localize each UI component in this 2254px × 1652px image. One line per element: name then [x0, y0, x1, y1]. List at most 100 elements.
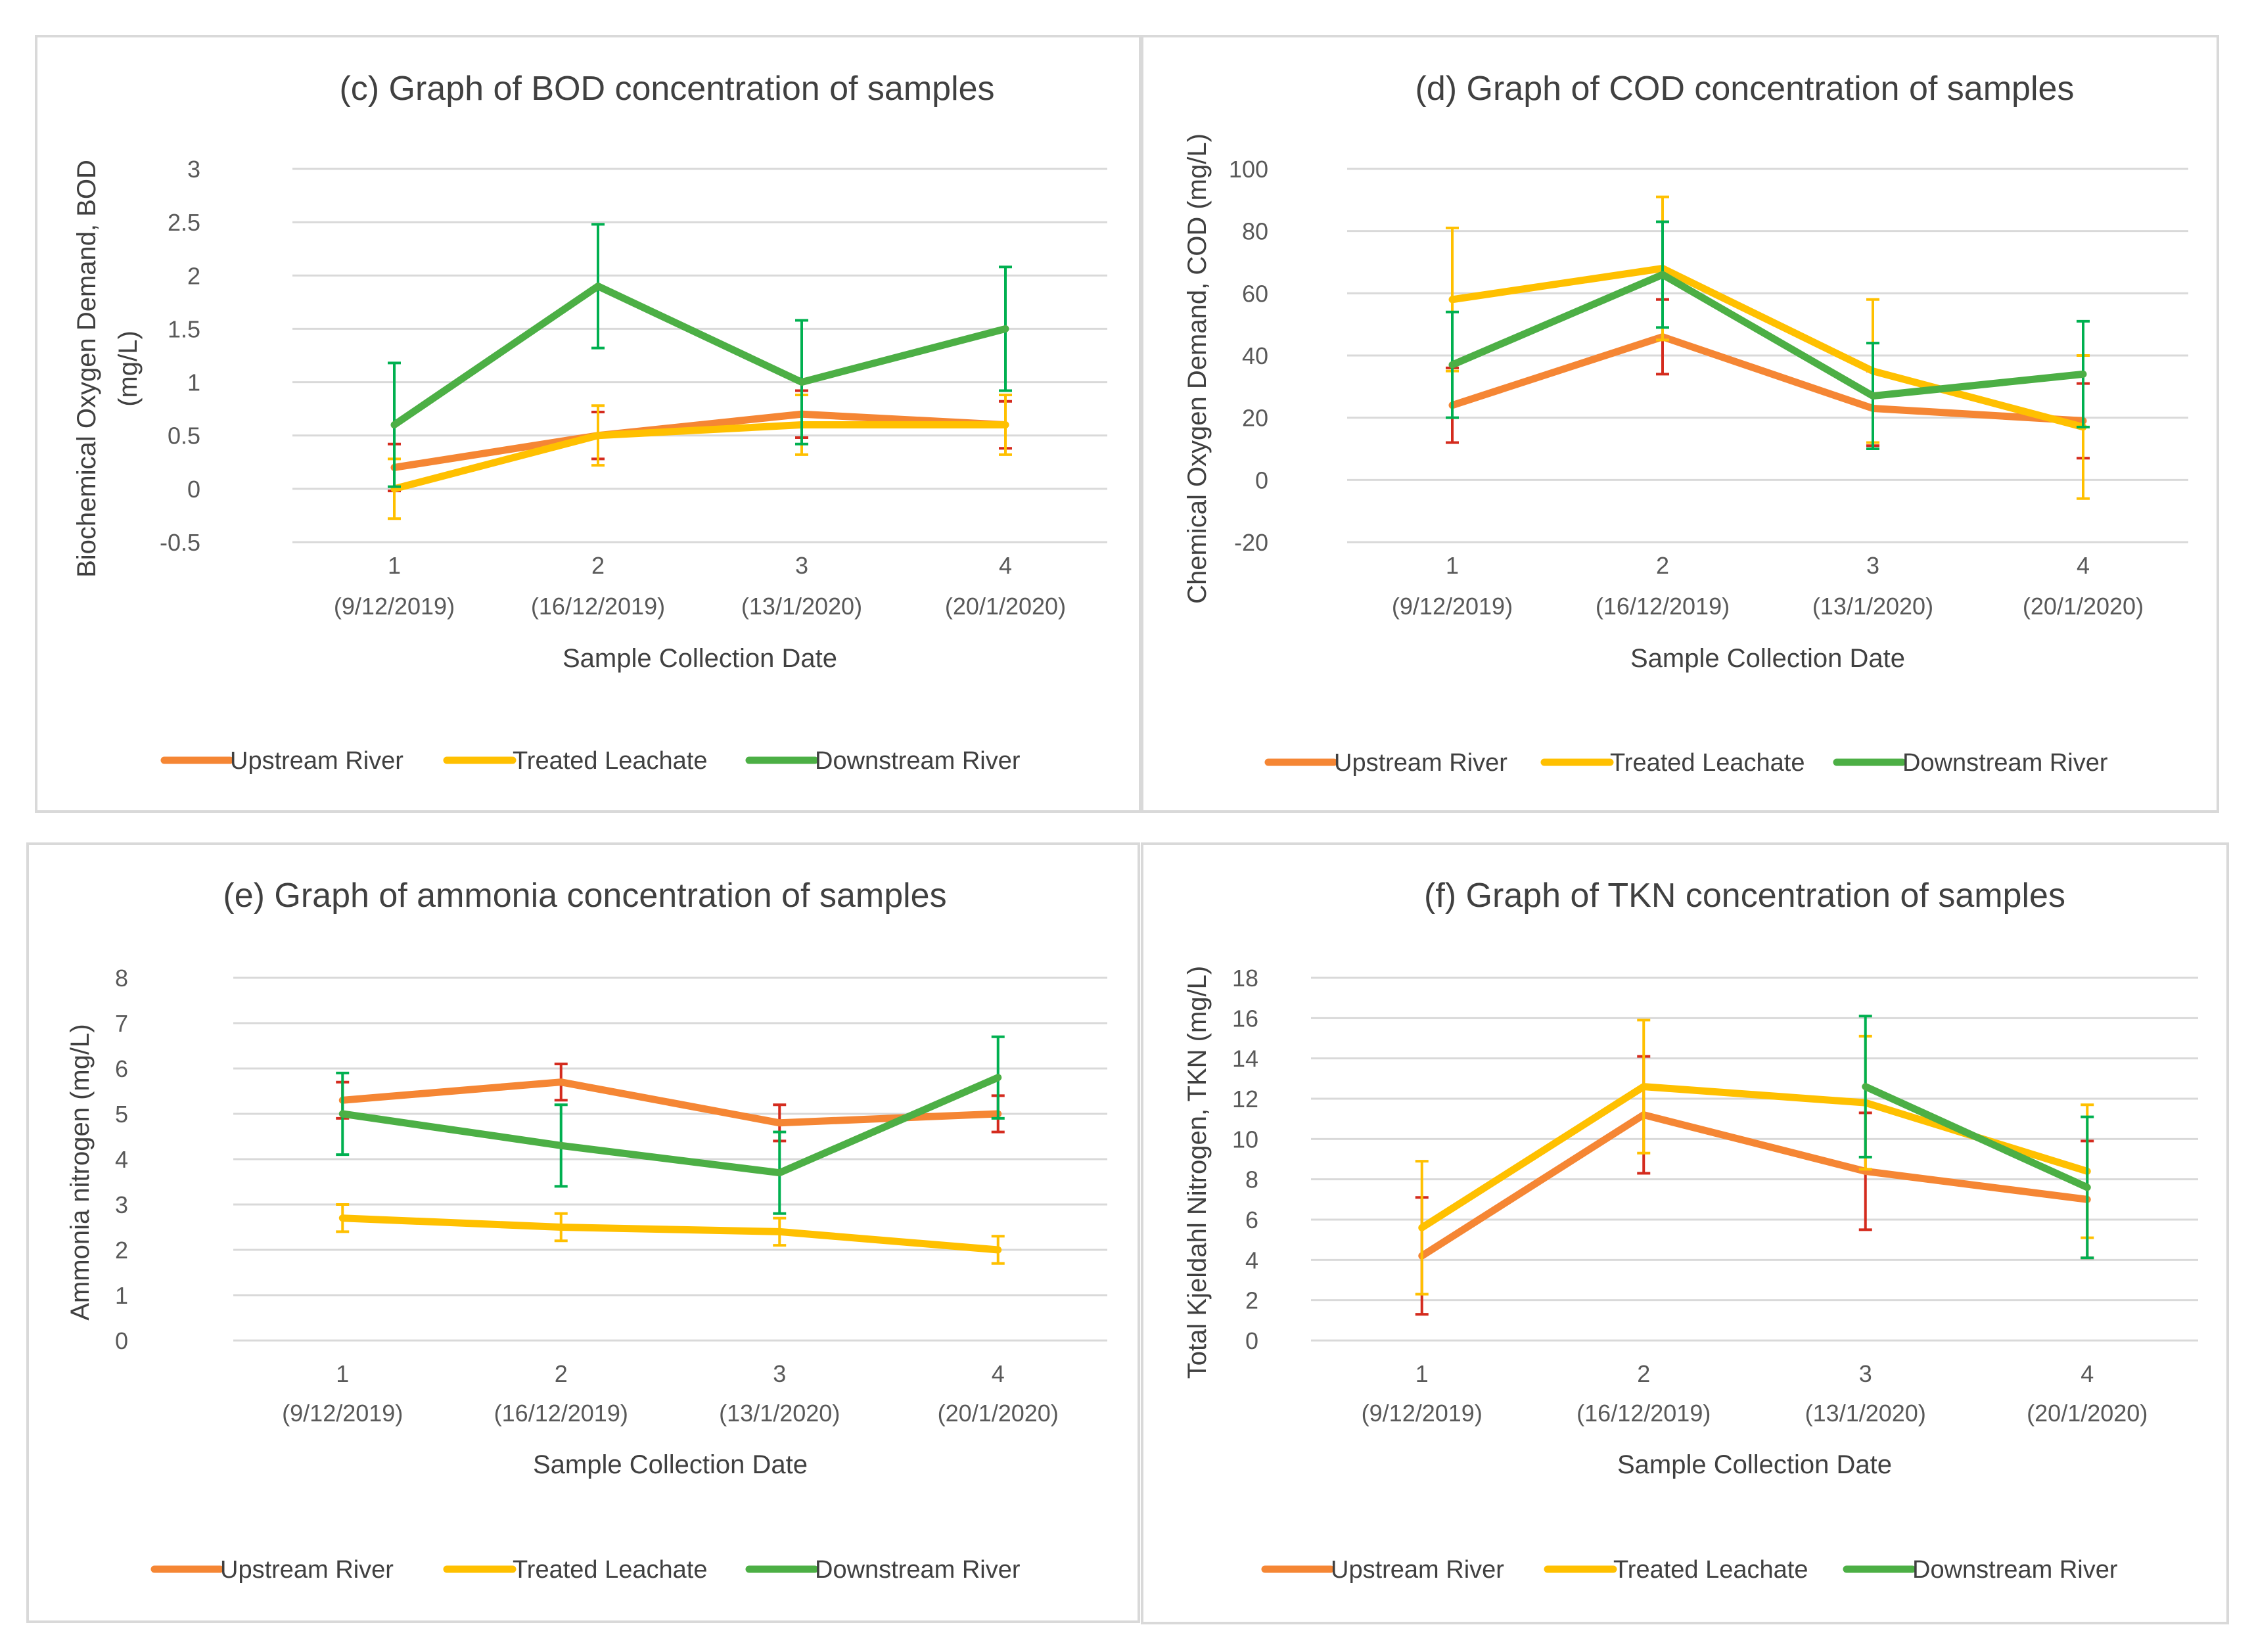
series-line [1448, 333, 2087, 424]
y-tick-label: 0.5 [168, 423, 200, 449]
series-downstream-river [1446, 220, 2090, 450]
series-line [1418, 1111, 2091, 1260]
legend-label: Upstream River [220, 1556, 394, 1584]
y-tick-label: 8 [115, 965, 128, 992]
x-axis-label: Sample Collection Date [1617, 1450, 1892, 1479]
x-tick-number: 4 [992, 1360, 1005, 1387]
y-tick-label: -20 [1234, 529, 1268, 556]
x-axis-label: Sample Collection Date [1630, 644, 1905, 673]
y-tick-label: 0 [115, 1327, 128, 1354]
x-tick-date: (16/12/2019) [494, 1400, 628, 1427]
y-tick-label: 100 [1229, 156, 1268, 183]
x-tick-date: (13/1/2020) [719, 1400, 840, 1427]
x-tick-number: 1 [1415, 1360, 1429, 1387]
y-tick-label: 4 [1245, 1247, 1258, 1273]
series-line [338, 1074, 1002, 1177]
panel-border [26, 842, 1140, 1623]
x-tick-date: (9/12/2019) [282, 1400, 403, 1427]
legend-label: Downstream River [1912, 1556, 2118, 1584]
y-tick-label: 3 [115, 1191, 128, 1218]
series-line [1862, 1083, 2091, 1191]
x-tick-number: 1 [388, 552, 401, 579]
series-downstream-river [388, 223, 1012, 488]
x-axis-label: Sample Collection Date [563, 644, 837, 673]
x-tick-number: 2 [1656, 552, 1669, 579]
y-tick-label: 2 [187, 262, 200, 289]
y-axis-label: (mg/L) [114, 331, 143, 407]
x-tick-date: (9/12/2019) [1362, 1400, 1483, 1427]
x-tick-date: (13/1/2020) [741, 593, 862, 620]
y-tick-label: 0 [187, 476, 200, 503]
panel-c: (c) Graph of BOD concentration of sample… [35, 35, 1141, 813]
series-line [338, 1078, 1002, 1127]
panel-f: (f) Graph of TKN concentration of sample… [1141, 842, 2229, 1624]
y-tick-label: 80 [1242, 218, 1268, 245]
legend-label: Treated Leachate [1610, 749, 1805, 777]
series-line [1448, 271, 2087, 400]
y-tick-label: 12 [1232, 1086, 1258, 1113]
y-axis-label: Total Kjeldahl Nitrogen, TKN (mg/L) [1183, 966, 1212, 1379]
x-tick-number: 3 [773, 1360, 786, 1387]
x-tick-number: 1 [336, 1360, 349, 1387]
series-treated-leachate [336, 1203, 1005, 1265]
x-tick-number: 4 [2081, 1360, 2094, 1387]
series-line [338, 1214, 1002, 1254]
legend-label: Treated Leachate [1613, 1556, 1808, 1584]
x-tick-number: 2 [1637, 1360, 1650, 1387]
legend-label: Downstream River [815, 1556, 1021, 1584]
legend-label: Treated Leachate [513, 747, 707, 775]
y-tick-label: 5 [115, 1101, 128, 1128]
y-tick-label: 0 [1245, 1327, 1258, 1354]
y-tick-label: 6 [1245, 1206, 1258, 1233]
legend-label: Upstream River [1331, 1556, 1504, 1584]
panel-d: (d) Graph of COD concentration of sample… [1141, 35, 2219, 813]
x-tick-date: (16/12/2019) [531, 593, 665, 620]
legend-label: Treated Leachate [513, 1556, 707, 1584]
y-tick-label: 0 [1255, 467, 1268, 493]
chart-title: (f) Graph of TKN concentration of sample… [1424, 877, 2065, 915]
x-tick-number: 3 [1866, 552, 1879, 579]
x-axis-label: Sample Collection Date [533, 1450, 808, 1479]
y-tick-label: 2.5 [168, 209, 200, 236]
y-axis-label: Chemical Oxygen Demand, COD (mg/L) [1183, 133, 1212, 604]
x-tick-number: 4 [999, 552, 1012, 579]
x-tick-number: 4 [2077, 552, 2090, 579]
y-tick-label: 10 [1232, 1126, 1258, 1153]
chart-title: (e) Graph of ammonia concentration of sa… [223, 877, 946, 915]
y-tick-label: 2 [1245, 1287, 1258, 1314]
panel-e: (e) Graph of ammonia concentration of sa… [26, 842, 1140, 1623]
x-tick-number: 3 [795, 552, 808, 579]
y-tick-label: -0.5 [160, 529, 200, 556]
y-tick-label: 7 [115, 1010, 128, 1037]
y-axis-label: Ammonia nitrogen (mg/L) [66, 1024, 95, 1320]
x-tick-date: (13/1/2020) [1812, 593, 1933, 620]
chart-title: (c) Graph of BOD concentration of sample… [339, 70, 994, 108]
legend-label: Downstream River [1902, 749, 2108, 777]
x-tick-number: 2 [555, 1360, 568, 1387]
y-tick-label: 6 [115, 1055, 128, 1082]
chart-title: (d) Graph of COD concentration of sample… [1415, 70, 2075, 108]
panel-border [1141, 842, 2229, 1624]
x-tick-date: (16/12/2019) [1596, 593, 1730, 620]
x-tick-date: (20/1/2020) [938, 1400, 1059, 1427]
series-downstream-river [336, 1035, 1005, 1215]
legend-label: Downstream River [815, 747, 1021, 775]
legend-label: Upstream River [230, 747, 403, 775]
y-tick-label: 1.5 [168, 315, 200, 342]
y-axis-label: Biochemical Oxygen Demand, BOD [72, 160, 101, 578]
y-tick-label: 2 [115, 1237, 128, 1264]
x-tick-date: (20/1/2020) [2027, 1400, 2148, 1427]
y-tick-label: 8 [1245, 1166, 1258, 1193]
x-tick-number: 3 [1859, 1360, 1872, 1387]
y-tick-label: 4 [115, 1146, 128, 1173]
x-tick-date: (13/1/2020) [1805, 1400, 1926, 1427]
y-tick-label: 3 [187, 156, 200, 183]
x-tick-date: (20/1/2020) [2023, 593, 2144, 620]
series-line [1448, 264, 2087, 431]
y-tick-label: 18 [1232, 965, 1258, 992]
series-line [390, 283, 1009, 428]
y-tick-label: 14 [1232, 1045, 1258, 1072]
x-tick-number: 1 [1446, 552, 1459, 579]
series-line [390, 410, 1009, 471]
